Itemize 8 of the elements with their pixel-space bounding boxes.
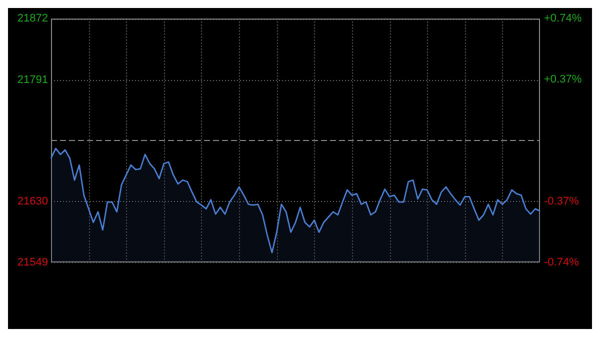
y2-tick-label: +0.74% [544,12,582,25]
y-tick-label: 21630 [17,195,48,208]
y2-tick-label: -0.74% [544,256,580,268]
y2-tick-label: -0.37% [544,195,580,208]
y-tick-label: 21872 [17,12,48,25]
y-tick-label: 21791 [17,74,48,86]
y-tick-label: 21549 [17,256,48,268]
y2-tick-label: +0.37% [544,74,582,86]
